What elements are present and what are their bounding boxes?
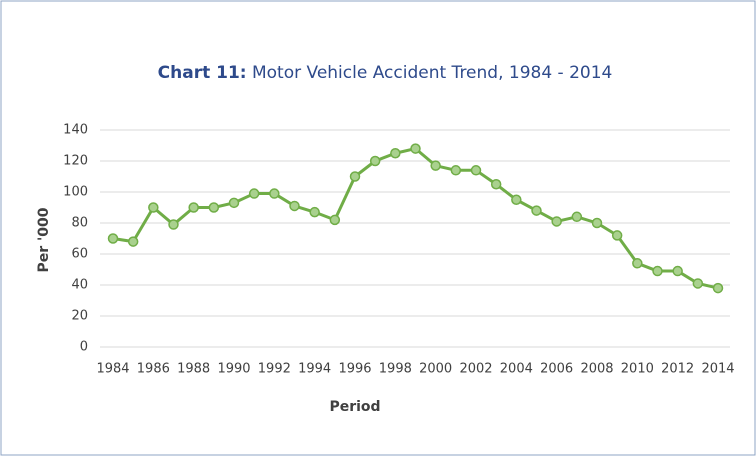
x-tick-label: 2014 — [701, 362, 734, 377]
x-tick-label: 1986 — [137, 362, 170, 377]
x-tick-label: 2006 — [540, 362, 573, 377]
y-tick-label: 140 — [63, 123, 88, 138]
marker — [511, 194, 522, 205]
x-tick-label: 1988 — [177, 362, 210, 377]
marker — [551, 216, 562, 227]
y-tick-label: 120 — [63, 154, 88, 169]
x-tick-label: 2010 — [621, 362, 654, 377]
x-axis-title: Period — [329, 399, 380, 415]
x-tick-label: 1998 — [379, 362, 412, 377]
marker — [127, 236, 139, 247]
marker — [632, 258, 643, 269]
y-tick-label: 0 — [80, 340, 88, 355]
marker — [208, 202, 220, 213]
title-label: Chart 11: — [158, 63, 247, 83]
marker — [470, 165, 482, 176]
marker — [228, 197, 240, 209]
x-tick-label: 2002 — [459, 362, 492, 377]
marker — [652, 265, 663, 277]
marker — [430, 160, 441, 171]
x-tick-label: 1990 — [217, 362, 250, 377]
marker — [329, 214, 341, 226]
marker — [571, 211, 583, 223]
marker — [188, 202, 199, 213]
x-tick-label: 1996 — [338, 362, 371, 377]
chart-title: Chart 11: Motor Vehicle Accident Trend, … — [158, 63, 613, 83]
x-tick-label: 1984 — [96, 362, 129, 377]
marker — [672, 265, 683, 277]
x-tick-label: 2012 — [661, 362, 694, 377]
marker — [349, 171, 361, 182]
y-tick-label: 100 — [63, 185, 88, 200]
marker — [712, 282, 724, 294]
marker — [309, 206, 320, 218]
marker — [248, 188, 260, 199]
y-tick-label: 60 — [71, 247, 88, 262]
marker — [369, 155, 381, 167]
x-tick-label: 2008 — [580, 362, 613, 377]
marker — [591, 217, 603, 229]
marker — [531, 205, 542, 216]
x-tick-label: 2000 — [419, 362, 452, 377]
marker — [390, 148, 401, 159]
title-text: Motor Vehicle Accident Trend, 1984 - 201… — [252, 63, 612, 83]
x-tick-label: 2004 — [500, 362, 533, 377]
marker — [289, 200, 300, 212]
marker — [168, 219, 179, 230]
y-tick-label: 40 — [71, 278, 88, 293]
marker — [410, 143, 421, 154]
x-tick-label: 1994 — [298, 362, 331, 377]
marker — [490, 179, 502, 190]
marker — [692, 278, 704, 289]
marker — [269, 188, 280, 199]
y-tick-label: 20 — [71, 309, 88, 324]
marker — [450, 165, 462, 176]
marker — [148, 202, 159, 213]
y-axis-title: Per '000 — [36, 207, 52, 272]
marker — [107, 233, 119, 244]
x-tick-label: 1992 — [258, 362, 291, 377]
y-tick-label: 80 — [71, 216, 88, 231]
marker — [611, 230, 623, 241]
